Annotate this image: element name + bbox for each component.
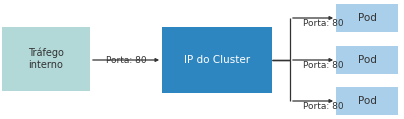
Bar xyxy=(336,4,398,32)
Bar xyxy=(2,27,90,91)
Text: Porta: 80: Porta: 80 xyxy=(303,19,344,28)
Text: Pod: Pod xyxy=(358,55,377,65)
Text: Pod: Pod xyxy=(358,13,377,23)
Text: Pod: Pod xyxy=(358,96,377,106)
Bar xyxy=(336,46,398,74)
Bar xyxy=(162,27,272,93)
Text: Tráfego
interno: Tráfego interno xyxy=(28,48,64,70)
Text: Porta: 80: Porta: 80 xyxy=(106,56,146,65)
Bar xyxy=(336,87,398,115)
Text: Porta: 80: Porta: 80 xyxy=(303,102,344,111)
Text: Porta: 80: Porta: 80 xyxy=(303,61,344,70)
Text: IP do Cluster: IP do Cluster xyxy=(184,55,250,65)
